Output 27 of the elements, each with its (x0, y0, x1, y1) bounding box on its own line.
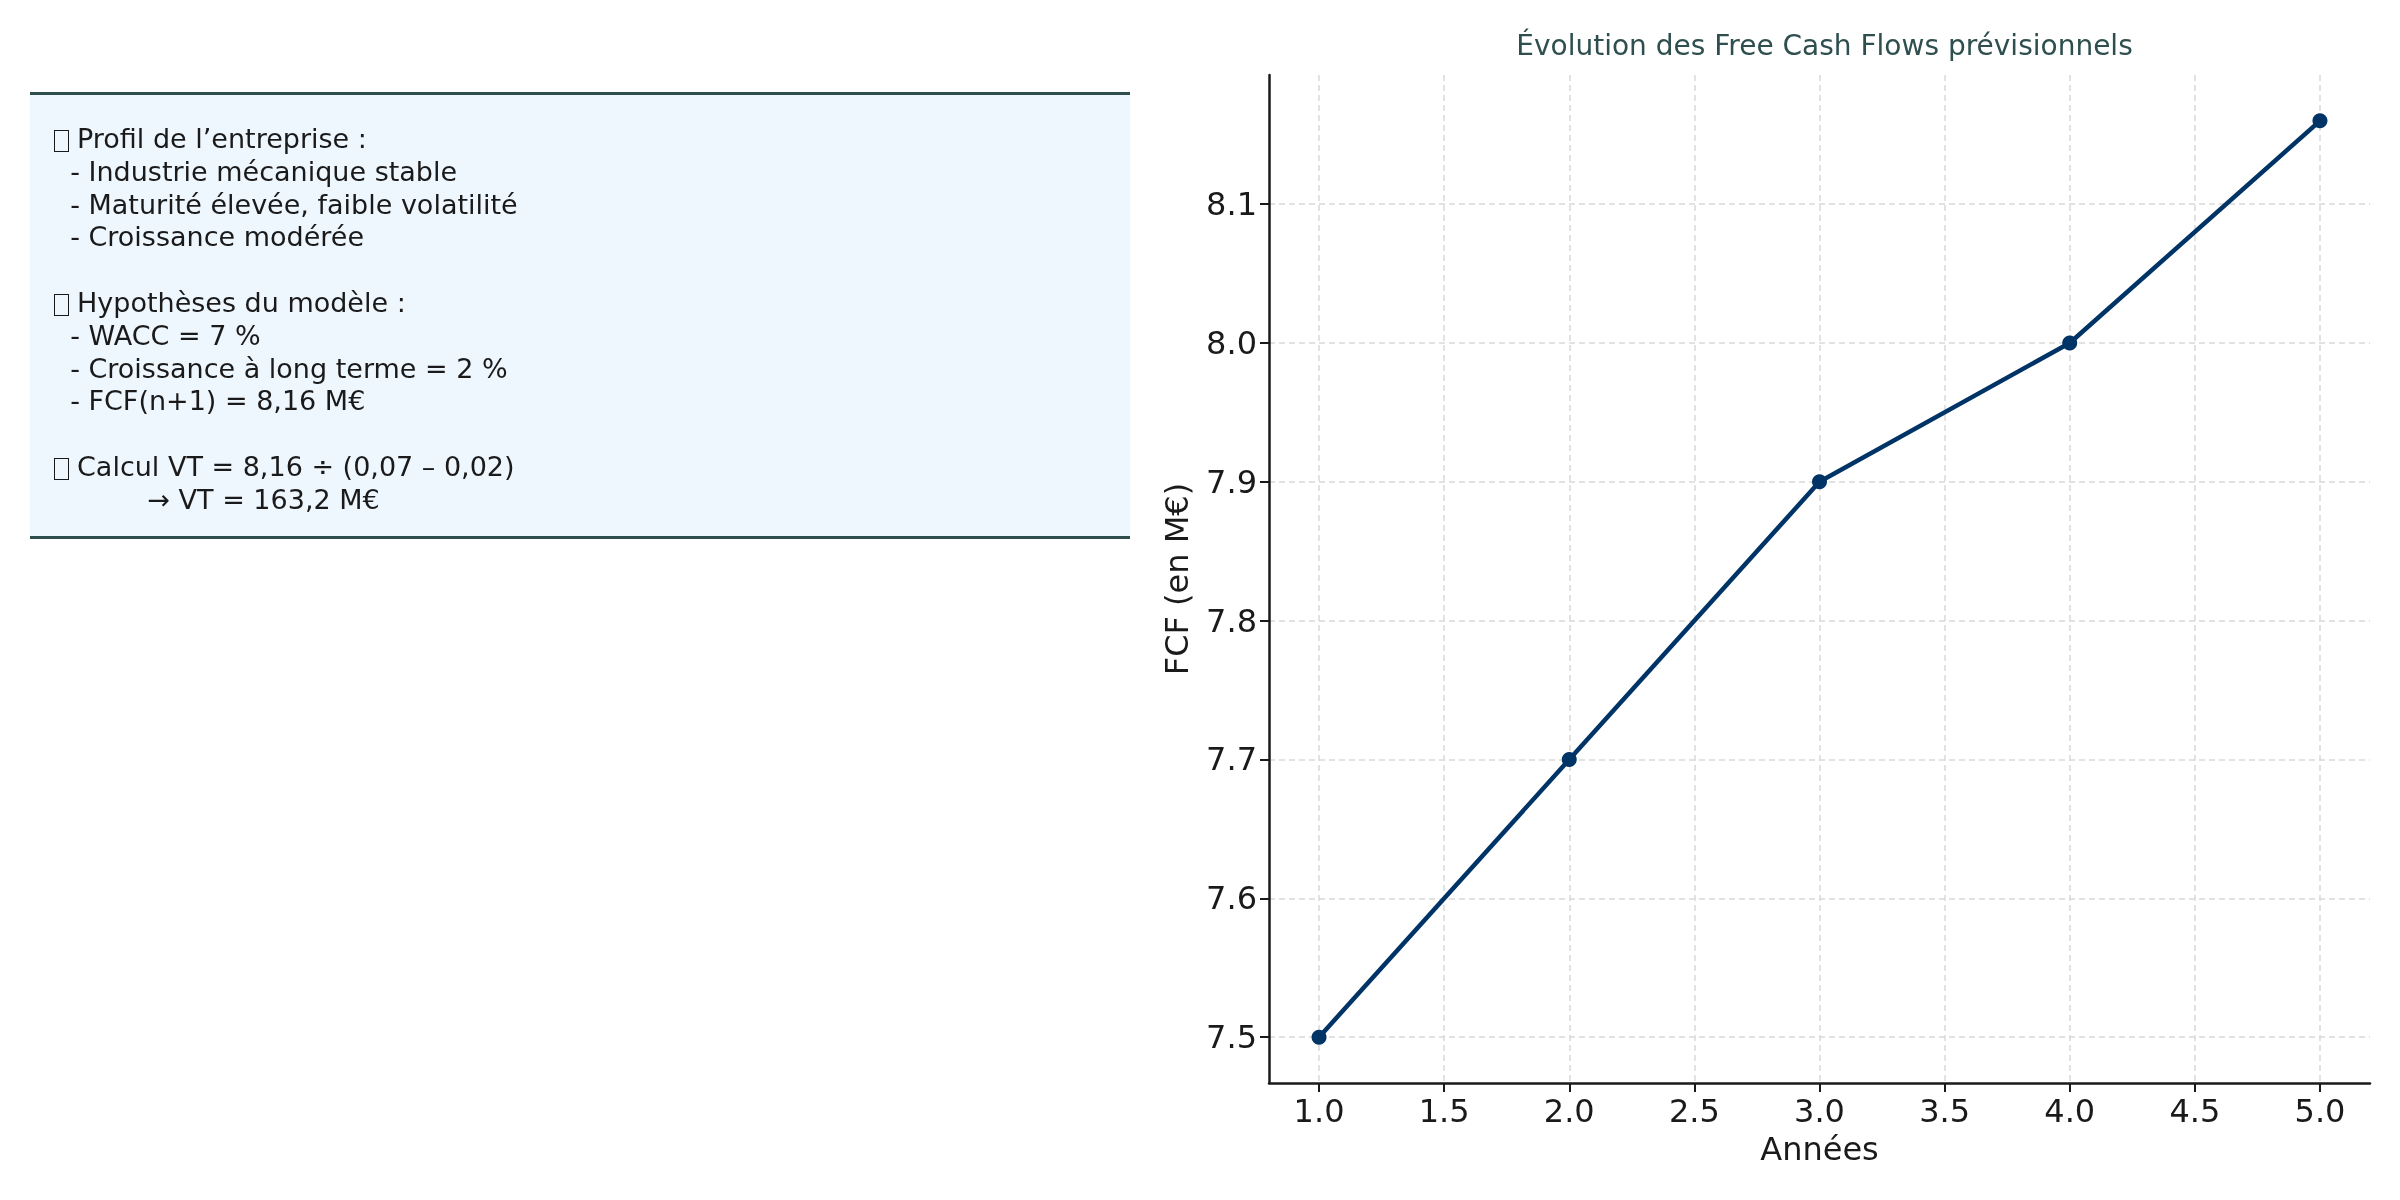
y-tick-label: 7.7 (1206, 740, 1257, 779)
chart-title: Évolution des Free Cash Flows prévisionnels (1516, 27, 2133, 62)
x-axis-title: Années (1760, 1130, 1879, 1168)
x-tick-label: 3.5 (1919, 1092, 1971, 1130)
x-tick-label: 4.0 (2044, 1092, 2096, 1130)
x-tick-label: 1.5 (1418, 1092, 1470, 1130)
y-tick-label: 8.1 (1206, 185, 1257, 224)
point (2312, 113, 2328, 129)
x-tick-label: 4.5 (2169, 1092, 2221, 1130)
x-tick-label: 2.5 (1668, 1092, 1720, 1130)
text: Hypothèses du modèle : - WACC = 7 % - Croissance à long terme = 2 % - FCF(n+1) = 8,16 M€ (69, 286, 509, 419)
y-tick-label: 7.6 (1206, 879, 1257, 918)
point (1812, 474, 1827, 490)
point (1311, 1029, 1327, 1045)
y-tick-label: 7.8 (1206, 601, 1257, 640)
y-tick-label: 7.5 (1206, 1018, 1257, 1057)
y-tick-label: 8.0 (1206, 323, 1257, 362)
x-tick-label: 1.0 (1293, 1092, 1345, 1130)
x-tick-label: 2.0 (1543, 1092, 1595, 1130)
text: Calcul VT = 8,16 ÷ (0,07 – 0,02) → VT = 163,2 M€ (76, 450, 516, 517)
x-tick-label: 3.0 (1794, 1092, 1845, 1130)
text: Profil de l’entreprise : - Industrie mécanique stable - Maturité élevée, faible volatilité - Croissance modérée (69, 123, 518, 255)
y-axis-title: FCF (en M€) (1158, 482, 1196, 676)
point (2062, 335, 2078, 351)
point (1561, 752, 1577, 767)
x-tick-label: 5.0 (2294, 1092, 2346, 1130)
y-tick-label: 7.9 (1206, 462, 1257, 501)
